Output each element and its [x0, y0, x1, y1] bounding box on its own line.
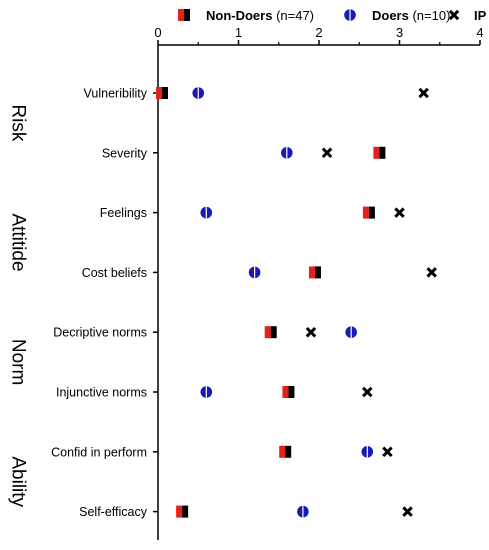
legend: Non-Doers (n=47) Doers (n=10) IP	[178, 8, 487, 23]
category-labels: Vulneribility Severity Feelings Cost belief…	[51, 87, 148, 520]
group-label-risk: Risk	[8, 104, 29, 141]
point-doers	[345, 326, 358, 339]
category-label: Confid in perform	[51, 445, 147, 459]
point-non-doers	[176, 505, 189, 518]
point-non-doers	[279, 445, 292, 458]
point-ip	[402, 506, 413, 517]
group-label-norm: Norm	[8, 339, 29, 385]
point-non-doers	[362, 206, 375, 219]
point-ip	[305, 326, 317, 338]
category-label: Severity	[102, 146, 148, 160]
x-tick-label-4: 4	[476, 25, 483, 40]
point-ip	[362, 386, 373, 398]
group-labels: Risk Attitide Norm Ability	[8, 104, 29, 507]
legend-label-ip: IP	[474, 8, 487, 23]
point-ip	[382, 446, 393, 458]
point-ip	[321, 147, 333, 159]
point-doers	[281, 147, 293, 159]
group-label-attitide: Attitide	[8, 213, 29, 271]
point-non-doers	[264, 326, 277, 339]
point-doers	[297, 505, 309, 518]
point-ip	[394, 207, 405, 218]
point-non-doers	[373, 146, 386, 159]
legend-label-doers: Doers (n=10)	[372, 8, 450, 23]
point-ip	[426, 267, 437, 278]
x-tick-label-0: 0	[154, 25, 161, 40]
x-tick-label-3: 3	[396, 25, 403, 40]
legend-marker-ip	[448, 9, 460, 21]
point-doers	[361, 446, 374, 458]
x-tick-label-1: 1	[235, 25, 242, 40]
point-non-doers	[308, 266, 321, 279]
legend-label-non-doers: Non-Doers (n=47)	[206, 8, 314, 23]
point-ip	[418, 87, 429, 99]
category-label: Vulneribility	[84, 87, 148, 101]
category-label: Decriptive norms	[53, 326, 147, 340]
point-doers	[248, 266, 261, 279]
x-tick-label-2: 2	[315, 25, 322, 40]
legend-marker-non-doers	[178, 9, 190, 21]
data-marks	[156, 87, 437, 518]
point-non-doers	[282, 386, 295, 398]
legend-marker-doers	[344, 9, 356, 21]
point-doers	[200, 206, 213, 219]
category-label: Feelings	[100, 206, 147, 220]
category-label: Injunctive norms	[56, 386, 147, 400]
point-doers	[200, 386, 213, 398]
point-non-doers	[156, 87, 169, 99]
x-axis: 0 1 2 3 4	[153, 25, 484, 540]
point-doers	[192, 87, 205, 99]
group-label-ability: Ability	[8, 456, 29, 507]
category-label: Cost beliefs	[82, 266, 147, 280]
category-label: Self-efficacy	[79, 505, 148, 519]
